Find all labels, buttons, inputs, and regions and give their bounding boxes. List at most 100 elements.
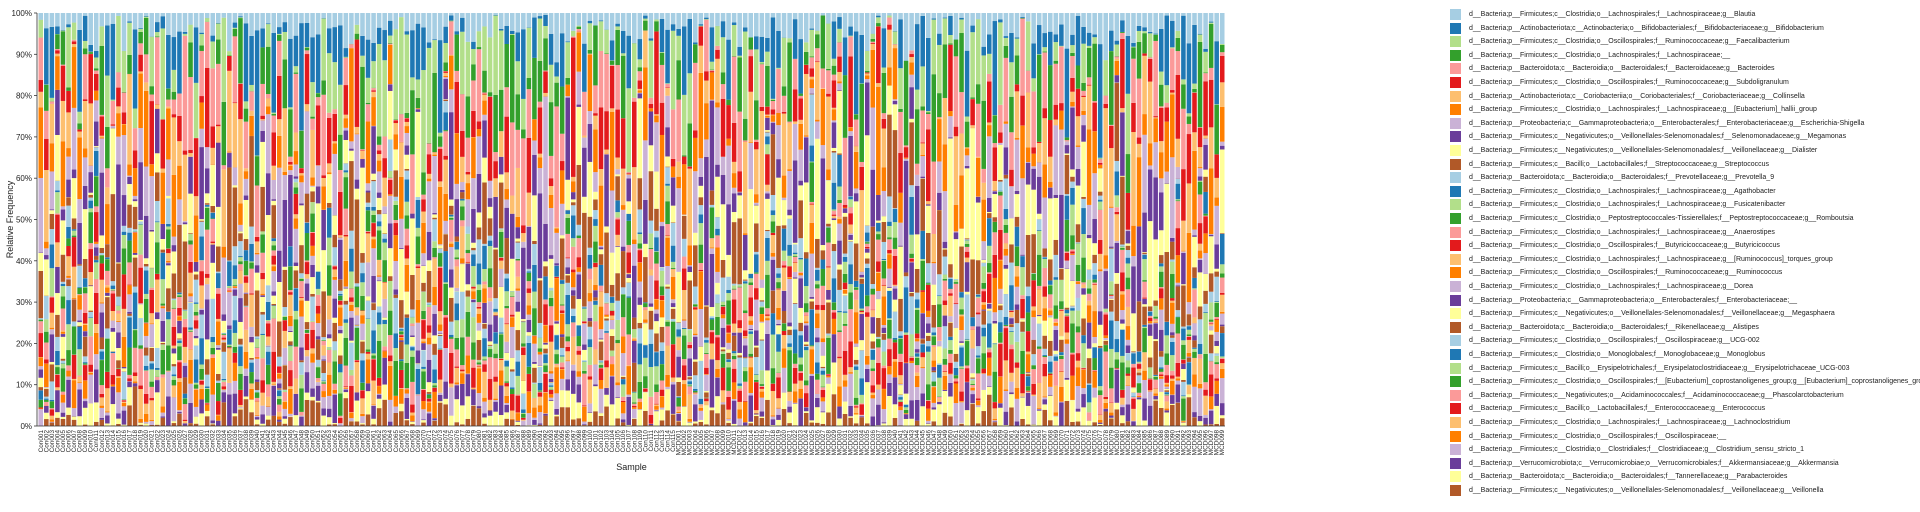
bar-segment (38, 177, 44, 253)
bar-segment (615, 174, 620, 177)
bar-segment (448, 112, 454, 200)
bar-segment (60, 281, 66, 284)
bar-segment (315, 400, 321, 403)
bar-segment (382, 298, 387, 318)
bar-segment (465, 311, 471, 337)
bar-segment (515, 242, 521, 259)
bar-segment (365, 206, 371, 211)
bar-segment (371, 126, 376, 174)
bar-segment (776, 288, 781, 290)
bar-segment (487, 96, 493, 181)
bar-segment (570, 36, 576, 38)
bar-segment (548, 400, 554, 426)
bar-segment (532, 264, 537, 292)
bar-segment (598, 21, 604, 51)
bar-segment (376, 136, 382, 145)
bar-segment (116, 321, 121, 333)
bar-segment (93, 121, 99, 147)
bar-segment (44, 401, 49, 406)
bar-segment (432, 385, 437, 388)
bar-segment (720, 327, 726, 348)
bar-segment (221, 389, 227, 393)
bar-segment (587, 254, 593, 269)
bar-segment (515, 227, 521, 239)
bar-segment (105, 127, 110, 169)
bar-stack-Con007 (71, 13, 77, 426)
bar-segment (382, 357, 387, 385)
bar-segment (55, 214, 60, 243)
bar-segment (487, 357, 493, 380)
bar-segment (49, 171, 55, 210)
bar-segment (66, 197, 71, 206)
bar-segment (654, 321, 659, 334)
bar-segment (105, 371, 110, 389)
bar-segment (770, 415, 776, 417)
bar-segment (88, 311, 93, 318)
bar-segment (698, 24, 704, 26)
bar-segment (776, 125, 781, 160)
bar-segment (471, 178, 476, 209)
bar-segment (620, 13, 626, 31)
bar-segment (498, 156, 504, 175)
bar-segment (759, 388, 765, 392)
bar-segment (77, 222, 82, 265)
bar-segment (227, 329, 232, 345)
bar-stack-Con026 (177, 13, 182, 426)
bar-segment (548, 382, 554, 386)
bar-segment (321, 291, 326, 338)
bar-segment (332, 276, 338, 280)
bar-segment (60, 64, 66, 66)
bar-segment (676, 188, 681, 272)
bar-segment (55, 374, 60, 388)
bar-stack-Con034 (221, 13, 227, 426)
bar-segment (698, 244, 704, 264)
bar-segment (543, 71, 548, 93)
bar-segment (404, 132, 410, 146)
bar-segment (204, 67, 210, 148)
bar-stack-Con060 (365, 13, 371, 426)
bar-segment (193, 302, 199, 304)
bar-segment (49, 296, 55, 298)
bar-segment (554, 323, 559, 335)
bar-segment (443, 112, 448, 131)
bar-segment (432, 369, 437, 384)
bar-segment (476, 239, 482, 264)
bar-segment (493, 401, 498, 412)
bar-segment (626, 272, 631, 274)
bar-segment (204, 277, 210, 285)
bar-segment (304, 333, 310, 351)
bar-segment (310, 264, 315, 278)
bar-segment (648, 396, 654, 416)
bar-segment (371, 330, 376, 354)
bar-segment (55, 34, 60, 50)
y-tick-label: 70% (16, 133, 32, 142)
bar-segment (160, 16, 166, 29)
bar-segment (88, 374, 93, 404)
bar-segment (432, 217, 437, 220)
bar-segment (105, 25, 110, 76)
bar-segment (82, 424, 88, 426)
bar-segment (215, 39, 221, 64)
bar-segment (709, 410, 715, 426)
bar-segment (698, 269, 704, 272)
bar-segment (232, 185, 238, 188)
bar-segment (532, 154, 537, 196)
bar-segment (759, 397, 765, 412)
bar-segment (77, 287, 82, 288)
bar-segment (304, 260, 310, 263)
bar-segment (299, 278, 304, 282)
bar-segment (637, 67, 643, 72)
bar-segment (526, 89, 532, 138)
bar-segment (343, 389, 349, 393)
bar-segment (465, 13, 471, 42)
bar-segment (321, 209, 326, 251)
bar-segment (754, 410, 759, 413)
bar-segment (643, 323, 648, 345)
bar-segment (681, 319, 687, 321)
bar-segment (737, 388, 742, 391)
bar-segment (465, 284, 471, 291)
bar-segment (781, 392, 787, 410)
bar-segment (143, 403, 149, 414)
bar-segment (260, 414, 265, 424)
bar-segment (654, 404, 659, 407)
